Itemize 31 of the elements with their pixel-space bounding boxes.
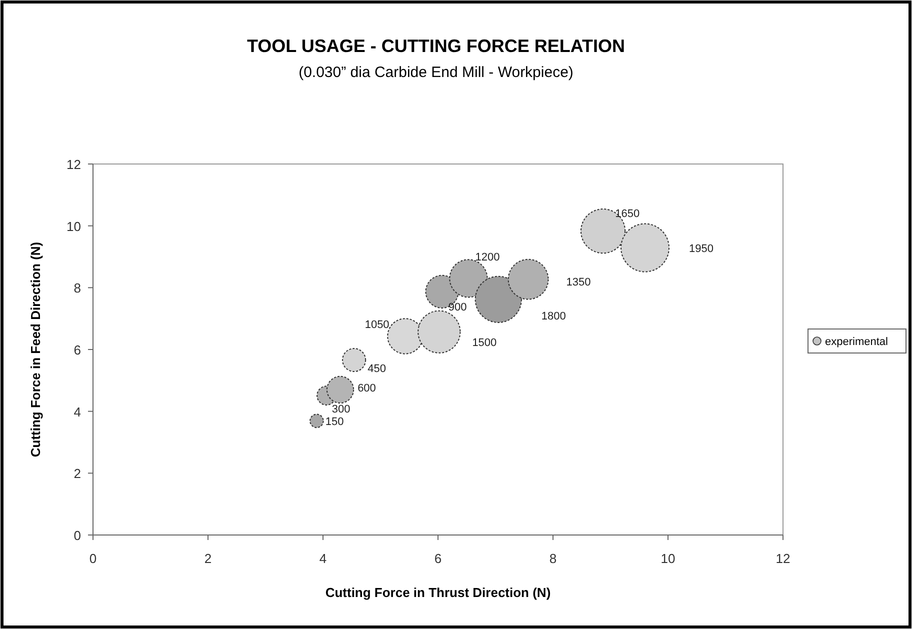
data-label: 1650	[615, 208, 640, 220]
y-tick-label: 6	[74, 342, 81, 358]
data-label: 1800	[541, 310, 566, 322]
x-tick-label: 8	[549, 551, 557, 566]
data-label: 1500	[472, 336, 497, 349]
y-tick-label: 12	[66, 157, 81, 172]
data-label: 1950	[689, 242, 714, 255]
data-label: 1200	[475, 251, 500, 264]
data-label: 1050	[364, 319, 390, 332]
x-tick-label: 12	[776, 551, 790, 566]
chart-title: TOOL USAGE - CUTTING FORCE RELATION	[247, 36, 625, 56]
x-axis-title: Cutting Force in Thrust Direction (N)	[325, 585, 551, 600]
y-axis-title: Cutting Force in Feed Direction (N)	[28, 242, 43, 458]
data-label: 900	[448, 302, 467, 314]
x-tick-label: 0	[89, 551, 97, 566]
chart-subtitle: (0.030” dia Carbide End Mill - Workpiece)	[298, 64, 574, 81]
legend-label: experimental	[825, 336, 888, 348]
x-tick-label: 4	[319, 551, 327, 566]
data-label: 600	[358, 382, 376, 395]
x-tick-label: 10	[660, 551, 676, 566]
y-tick-label: 8	[74, 280, 81, 296]
y-tick-label: 2	[74, 466, 81, 482]
data-label: 450	[368, 363, 386, 376]
data-label: 150	[325, 416, 344, 428]
y-tick-label: 10	[66, 218, 81, 234]
y-tick-label: 4	[74, 404, 81, 420]
x-tick-label: 6	[434, 551, 442, 566]
y-tick-label: 0	[74, 528, 81, 543]
x-tick-label: 2	[204, 551, 212, 566]
data-label: 1350	[566, 276, 591, 288]
data-label: 300	[332, 404, 350, 416]
